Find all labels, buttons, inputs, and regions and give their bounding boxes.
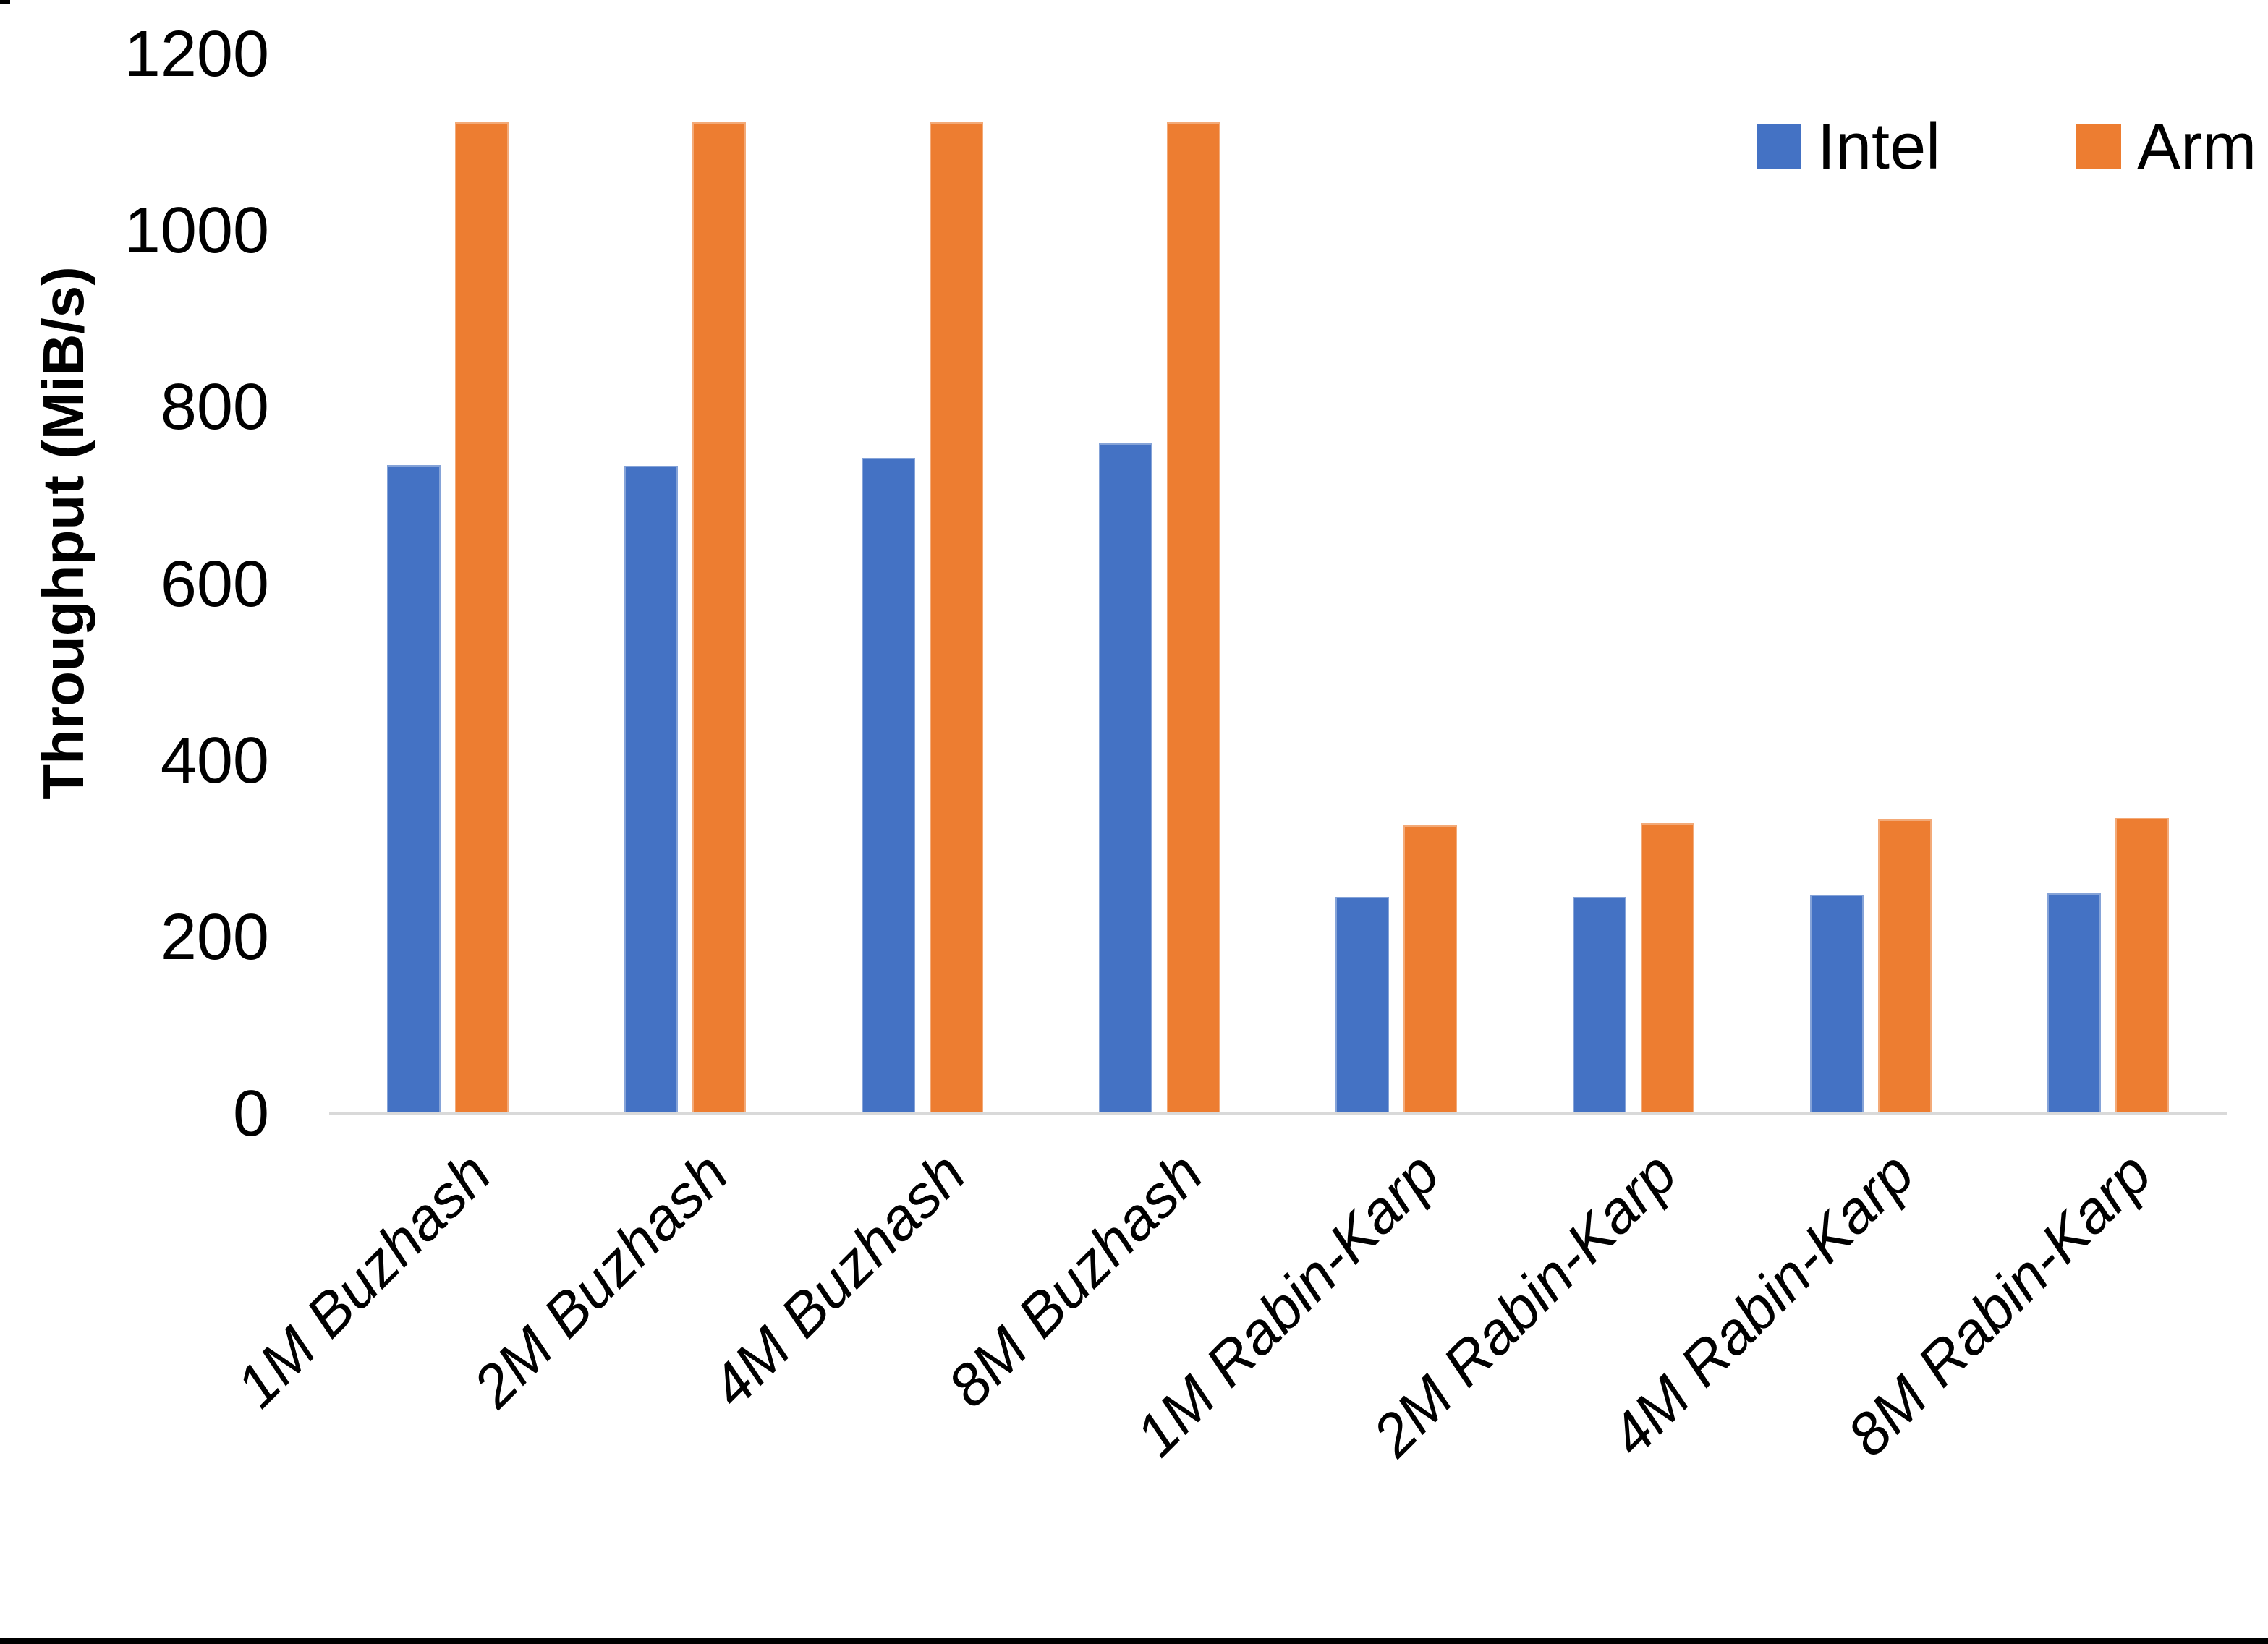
legend-swatch-intel: [1757, 124, 1801, 169]
y-tick-label: 1200: [124, 18, 269, 90]
bar-arm-4: [1166, 122, 1220, 1114]
bar-intel-6: [1573, 896, 1627, 1114]
legend-label-intel: Intel: [1817, 111, 1941, 183]
bar-arm-7: [1878, 819, 1932, 1114]
top-left-edge-artifact: [0, 0, 10, 4]
bottom-edge-border: [0, 1638, 2268, 1644]
x-category-label: 4M Rabin-Karp: [1597, 1140, 1927, 1469]
legend: Intel Arm: [1757, 114, 2256, 179]
legend-label-arm: Arm: [2137, 111, 2257, 183]
x-category-label: 1M Buzhash: [224, 1140, 504, 1421]
x-category-label: 1M Rabin-Karp: [1124, 1140, 1453, 1469]
x-category-label: 2M Rabin-Karp: [1360, 1140, 1690, 1469]
x-category-label: 4M Buzhash: [697, 1140, 978, 1421]
bar-intel-3: [861, 457, 915, 1114]
legend-item-intel: Intel: [1757, 114, 1940, 179]
x-category-label: 2M Buzhash: [461, 1140, 741, 1421]
legend-swatch-arm: [2076, 124, 2122, 169]
bar-arm-1: [454, 122, 509, 1114]
y-tick-label: 800: [160, 371, 269, 444]
x-axis-line: [329, 1112, 2227, 1115]
x-category-label: 8M Rabin-Karp: [1835, 1140, 2164, 1469]
bar-intel-7: [1810, 895, 1864, 1114]
bar-arm-3: [929, 122, 983, 1114]
x-category-label: 8M Buzhash: [935, 1140, 1215, 1421]
bar-arm-8: [2115, 818, 2170, 1114]
y-tick-label: 0: [232, 1078, 269, 1150]
bar-arm-2: [692, 122, 746, 1114]
legend-item-arm: Arm: [2076, 114, 2256, 179]
y-tick-label: 600: [160, 548, 269, 621]
y-tick-label: 1000: [124, 195, 269, 268]
bar-intel-8: [2047, 893, 2102, 1114]
y-tick-label: 400: [160, 724, 269, 797]
bar-intel-4: [1098, 443, 1152, 1114]
bar-intel-2: [624, 465, 678, 1114]
bar-intel-1: [386, 464, 441, 1114]
bar-arm-6: [1641, 823, 1695, 1114]
y-tick-label: 200: [160, 900, 269, 974]
bar-arm-5: [1403, 825, 1458, 1114]
bar-intel-5: [1335, 896, 1390, 1114]
